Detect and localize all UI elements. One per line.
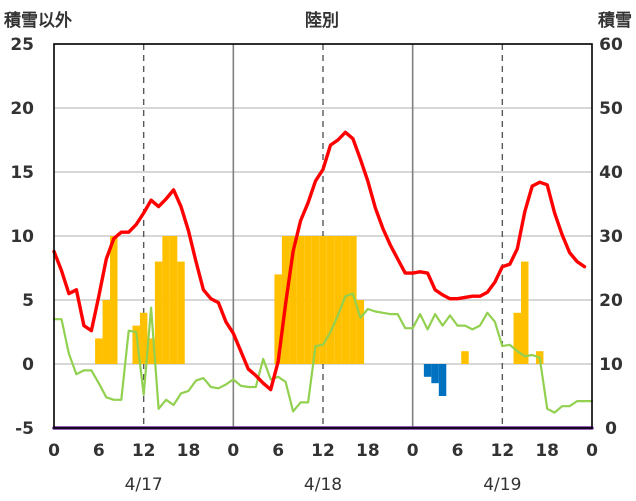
precip-bar [147, 338, 155, 364]
left-tick-label: 10 [10, 227, 34, 247]
x-tick-label: 6 [93, 441, 105, 461]
left-tick-label: 20 [10, 99, 34, 119]
x-tick-label: 18 [535, 441, 559, 461]
left-axis-label: 積雪以外 [4, 10, 72, 31]
date-label: 4/17 [125, 475, 163, 495]
precip-bar [521, 261, 529, 364]
precip-bar [431, 364, 439, 384]
precip-bar [334, 236, 342, 364]
precip-bar [304, 236, 312, 364]
right-tick-label: 0 [605, 419, 617, 439]
precip-bar [274, 274, 282, 364]
x-tick-label: 6 [272, 441, 284, 461]
precip-bar [139, 312, 148, 364]
x-tick-label: 12 [311, 441, 335, 461]
precip-bar [438, 364, 447, 396]
precip-bar [296, 236, 305, 364]
precip-bar [177, 261, 185, 364]
green-series-line [52, 292, 594, 414]
x-tick-label: 6 [452, 441, 464, 461]
right-tick-label: 40 [599, 163, 623, 183]
precip-bar [423, 364, 432, 377]
x-tick-label: 12 [490, 441, 514, 461]
right-tick-label: 60 [599, 35, 623, 55]
precip-bar [289, 236, 297, 364]
plot-frame [53, 43, 593, 429]
x-tick-label: 0 [227, 441, 239, 461]
date-label: 4/19 [483, 475, 521, 495]
right-tick-label: 30 [599, 227, 623, 247]
left-tick-label: 5 [22, 291, 34, 311]
right-tick-label: 20 [599, 291, 623, 311]
precip-bar [349, 236, 357, 364]
x-tick-label: 0 [586, 441, 598, 461]
date-label: 4/18 [304, 475, 342, 495]
right-tick-label: 10 [599, 355, 623, 375]
right-tick-label: 50 [599, 99, 623, 119]
precip-bar [311, 236, 320, 364]
x-tick-label: 12 [132, 441, 156, 461]
left-tick-label: 15 [10, 163, 34, 183]
temperature-line [52, 130, 587, 392]
x-tick-label: 18 [177, 441, 201, 461]
precip-bar [356, 300, 365, 364]
tick-labels: -5 0 5 10 15 20 25 0 10 20 30 40 50 60 0 6 12 18 0 6 12 18 0 6 1… [10, 35, 623, 495]
axes [53, 43, 593, 429]
precip-bar [461, 351, 469, 364]
precip-bar [162, 236, 170, 364]
left-tick-label: -5 [15, 419, 34, 439]
precip-bar [169, 236, 178, 364]
left-tick-label: 0 [22, 355, 34, 375]
x-tick-label: 0 [48, 441, 60, 461]
chart-title: 陸別 [305, 10, 339, 31]
precip-bar [110, 236, 118, 364]
precip-bar [341, 236, 350, 364]
precip-bar [326, 236, 335, 364]
precipitation-bars [95, 236, 544, 396]
precip-bar [132, 325, 140, 364]
precip-bar [513, 312, 522, 364]
x-tick-label: 18 [356, 441, 380, 461]
left-tick-label: 25 [10, 35, 34, 55]
precip-bar [319, 236, 327, 364]
precip-bar [95, 338, 103, 364]
precip-bar [102, 300, 111, 364]
right-axis-label: 積雪 [598, 10, 632, 31]
x-tick-label: 0 [407, 441, 419, 461]
precip-bar [154, 261, 163, 364]
